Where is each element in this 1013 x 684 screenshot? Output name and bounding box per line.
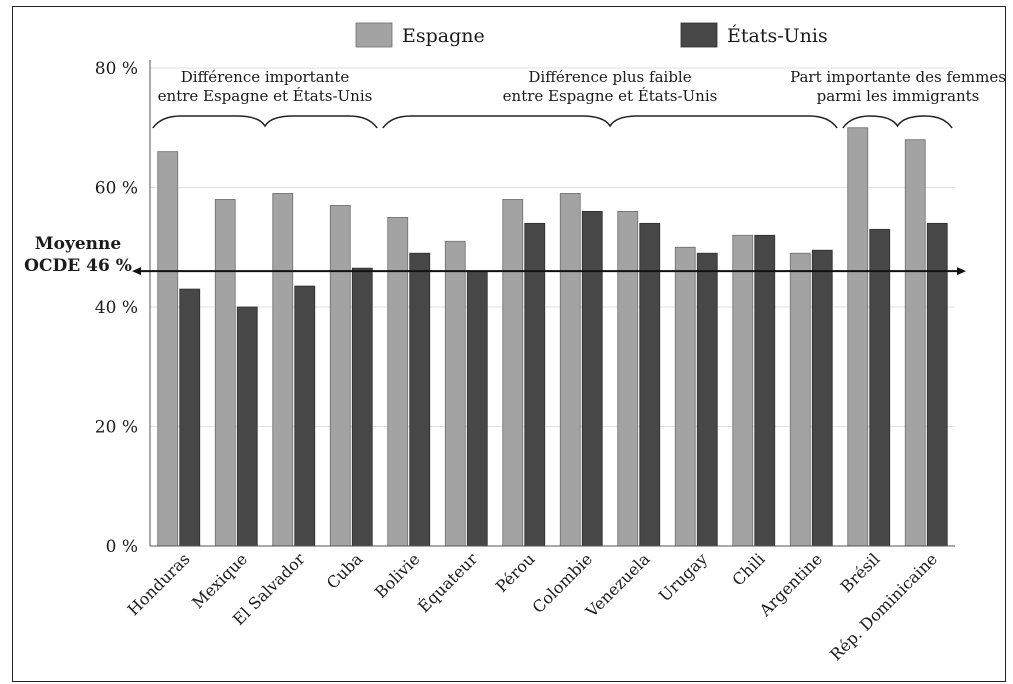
average-label-line2: OCDE 46 % [24, 256, 132, 276]
y-tick-label: 60 % [95, 179, 138, 199]
bar-espagne [674, 246, 696, 547]
bar-espagne [904, 139, 926, 547]
legend-label-etats-unis: États-Unis [727, 24, 828, 47]
group-label-line1: Différence importante [181, 68, 350, 86]
y-tick-label: 80 % [95, 59, 138, 79]
legend-swatch-etats-unis [680, 22, 718, 48]
x-tick-label: Brésil [837, 549, 884, 596]
bar-espagne [329, 205, 351, 547]
legend-label-espagne: Espagne [402, 25, 485, 47]
average-label-line1: Moyenne [35, 234, 122, 254]
y-tick-label: 0 % [106, 537, 138, 557]
bar-espagne [157, 151, 179, 547]
grid-layer [150, 67, 955, 427]
x-tick-label: Équateur [413, 548, 481, 616]
group-label-line1: Différence plus faible [528, 68, 691, 86]
bar-espagne [387, 216, 409, 547]
bar-espagne [502, 199, 524, 547]
group-brace [842, 115, 953, 129]
x-tick-label: Pérou [492, 549, 539, 596]
y-tick-label: 20 % [95, 418, 138, 438]
bar-etats-unis [351, 267, 373, 547]
group-label-line2: entre Espagne et États-Unis [503, 87, 718, 105]
x-tick-label: Urugay [655, 549, 711, 605]
group-label-line2: parmi les immigrants [817, 87, 980, 105]
bar-espagne [272, 193, 294, 547]
bar-etats-unis [754, 234, 776, 547]
bar-espagne [444, 240, 466, 547]
bar-espagne [617, 210, 639, 547]
y-tick-label: 40 % [95, 298, 138, 318]
bar-espagne [847, 127, 869, 547]
bars-layer [157, 127, 948, 547]
bar-etats-unis [294, 285, 316, 547]
bar-etats-unis [179, 288, 201, 547]
bar-etats-unis [236, 306, 258, 547]
x-tick-label: Honduras [124, 549, 194, 619]
x-tick-label: Bolivie [371, 549, 424, 602]
group-label-line2: entre Espagne et États-Unis [158, 87, 373, 105]
bar-espagne [732, 234, 754, 547]
legend-swatch-espagne [355, 22, 393, 48]
legend: Espagne États-Unis [355, 22, 828, 48]
bar-espagne [789, 252, 811, 547]
group-brace [152, 115, 378, 129]
bar-etats-unis [581, 210, 603, 547]
bar-etats-unis [869, 228, 891, 547]
bar-espagne [214, 199, 236, 547]
bar-etats-unis [811, 249, 833, 547]
bar-etats-unis [696, 252, 718, 547]
x-tick-label: Chili [728, 549, 768, 589]
x-tick-label: Cuba [323, 549, 367, 593]
x-tick-label: Rép. Dominicaine [826, 549, 941, 664]
bar-etats-unis [409, 252, 431, 547]
group-label-line1: Part importante des femmes [790, 68, 1006, 86]
average-arrow-left [132, 267, 141, 276]
bar-espagne [559, 193, 581, 547]
bar-etats-unis [466, 270, 488, 547]
group-brace [382, 115, 838, 129]
average-arrow-right [957, 267, 966, 276]
